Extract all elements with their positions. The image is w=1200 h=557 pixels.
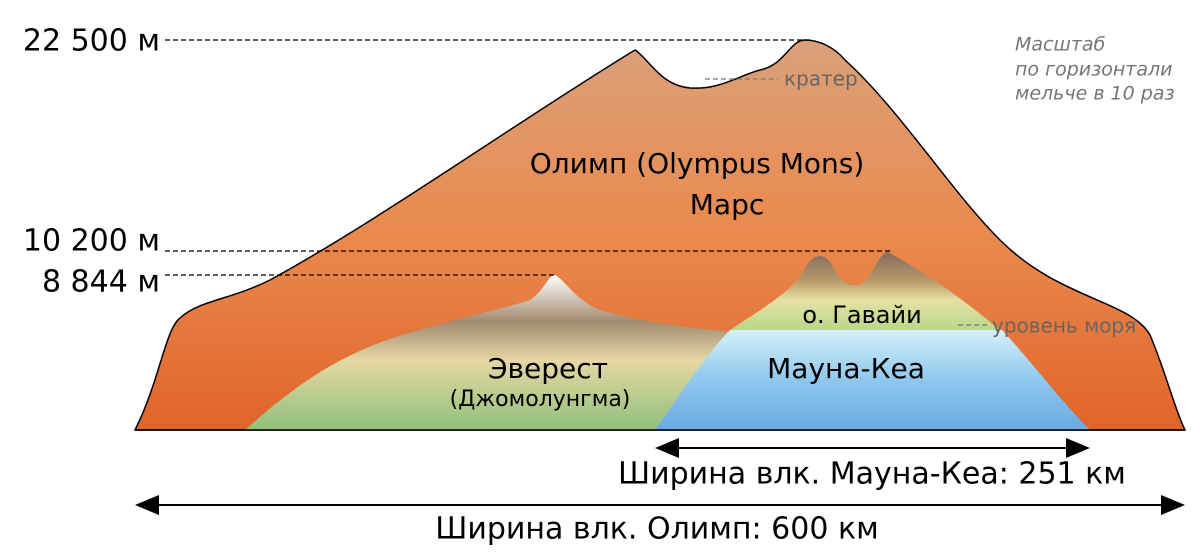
island-label: о. Гавайи [802, 301, 921, 329]
olympus-name: Олимп (Olympus Mons) [530, 147, 865, 180]
scale-note: по горизонтали [1015, 59, 1172, 81]
scale-note: мельче в 10 раз [1015, 83, 1175, 105]
mauna-kea-underwater [655, 330, 1090, 430]
scale-note: Масштаб [1015, 34, 1106, 56]
height-label: 10 200 м [23, 224, 160, 259]
everest-label: Эверест [488, 352, 608, 385]
sea-level-label: уровень моря [992, 314, 1136, 338]
everest-alt: (Джомолунгма) [450, 387, 631, 412]
height-label: 22 500 м [23, 24, 160, 59]
mauna-kea-label: Мауна-Кеа [767, 352, 925, 385]
crater-label: кратер [784, 67, 858, 91]
width-label: Ширина влк. Олимп: 600 км [435, 512, 878, 547]
hawaii-island [730, 252, 1000, 330]
planet: Марс [690, 188, 764, 221]
everest-shape [245, 275, 730, 430]
height-label: 8 844 м [42, 265, 160, 300]
width-label: Ширина влк. Мауна-Кеа: 251 км [618, 457, 1126, 492]
